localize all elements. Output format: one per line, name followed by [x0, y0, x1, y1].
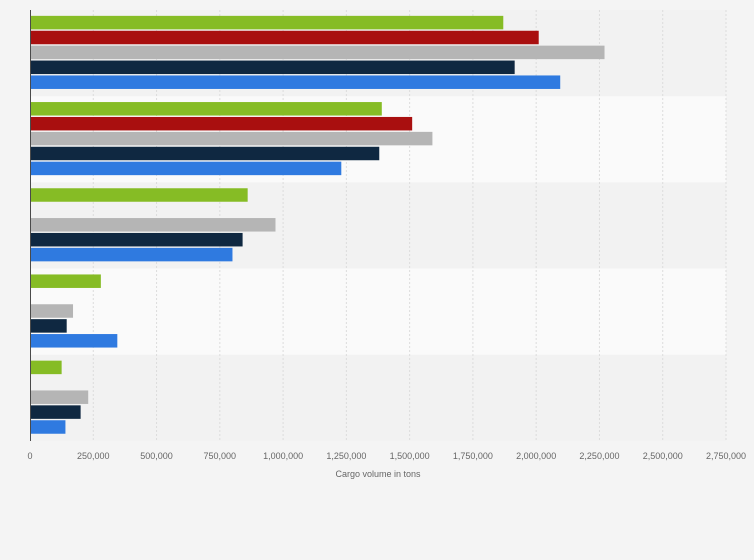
bar: [30, 188, 248, 202]
category-band: [30, 268, 726, 355]
x-tick-label: 1,250,000: [326, 451, 366, 461]
bar: [30, 131, 433, 146]
x-tick-label: 2,750,000: [706, 451, 746, 461]
x-tick-label: 1,750,000: [453, 451, 493, 461]
x-tick-label: 250,000: [77, 451, 110, 461]
bar: [30, 360, 62, 375]
bar: [30, 146, 380, 161]
bar: [30, 334, 118, 348]
x-tick-labels: 0 250,000 500,000 750,000 1,000,000 1,250,000…: [27, 451, 746, 461]
bar: [30, 232, 243, 247]
bar: [30, 30, 539, 45]
x-tick-label: 2,250,000: [579, 451, 619, 461]
x-tick-label: 1,000,000: [263, 451, 303, 461]
x-tick-label: 750,000: [204, 451, 237, 461]
bar: [30, 274, 101, 288]
x-tick-label: 500,000: [140, 451, 173, 461]
category-band: [30, 354, 726, 441]
bar: [30, 247, 233, 262]
x-tick-label: 1,500,000: [390, 451, 430, 461]
x-tick-label: 0: [27, 451, 32, 461]
bar: [30, 390, 89, 404]
bars: [30, 15, 605, 434]
bar: [30, 60, 515, 75]
bar: [30, 116, 413, 131]
bar: [30, 15, 504, 30]
bar: [30, 75, 561, 89]
bar: [30, 218, 276, 232]
x-tick-label: 2,500,000: [643, 451, 683, 461]
bar: [30, 304, 74, 318]
bar: [30, 161, 342, 176]
bar: [30, 45, 605, 60]
bar: [30, 405, 81, 419]
bar: [30, 420, 66, 434]
bar: [30, 319, 67, 333]
x-axis-title: Cargo volume in tons: [335, 469, 421, 479]
bar: [30, 102, 382, 116]
x-tick-label: 2,000,000: [516, 451, 556, 461]
